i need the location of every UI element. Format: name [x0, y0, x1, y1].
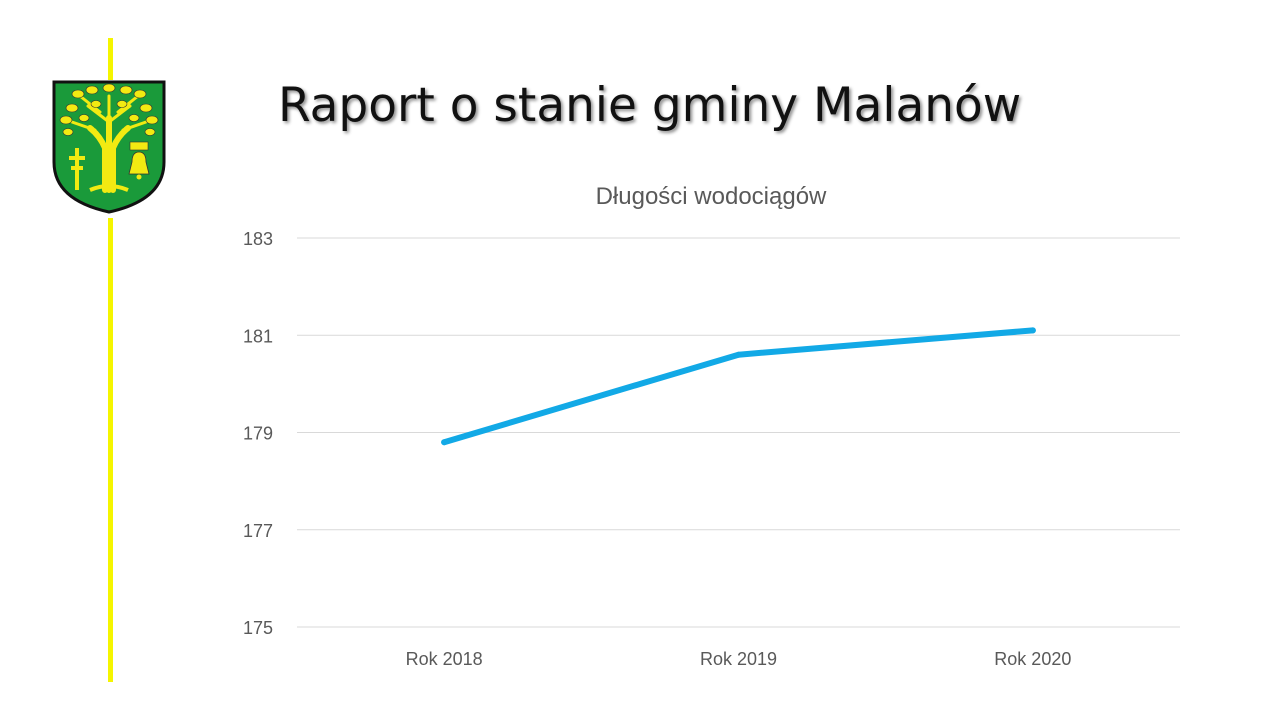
x-axis-tick-labels: Rok 2018 Rok 2019 Rok 2020	[406, 649, 1072, 669]
series-lines	[441, 327, 1036, 446]
accent-bar-bottom	[108, 218, 113, 682]
chart-title: Długości wodociągów	[596, 183, 827, 210]
slide-title: Raport o stanie gminy Malanów	[278, 78, 1022, 133]
x-tick-label: Rok 2020	[994, 649, 1071, 669]
x-tick-label: Rok 2019	[700, 649, 777, 669]
coat-of-arms-icon	[52, 80, 166, 214]
y-tick-label: 183	[243, 229, 273, 249]
x-tick-label: Rok 2018	[406, 649, 483, 669]
series-line	[441, 327, 1036, 446]
gridlines	[297, 237, 1180, 628]
y-tick-label: 179	[243, 424, 273, 444]
accent-bar-top	[108, 38, 113, 80]
y-axis-tick-labels: 175 177 179 181 183	[243, 229, 273, 638]
y-tick-label: 177	[243, 521, 273, 541]
data-point	[1029, 327, 1036, 334]
y-tick-label: 181	[243, 326, 273, 346]
y-tick-label: 175	[243, 618, 273, 638]
data-point	[441, 439, 448, 446]
data-point	[735, 351, 742, 358]
